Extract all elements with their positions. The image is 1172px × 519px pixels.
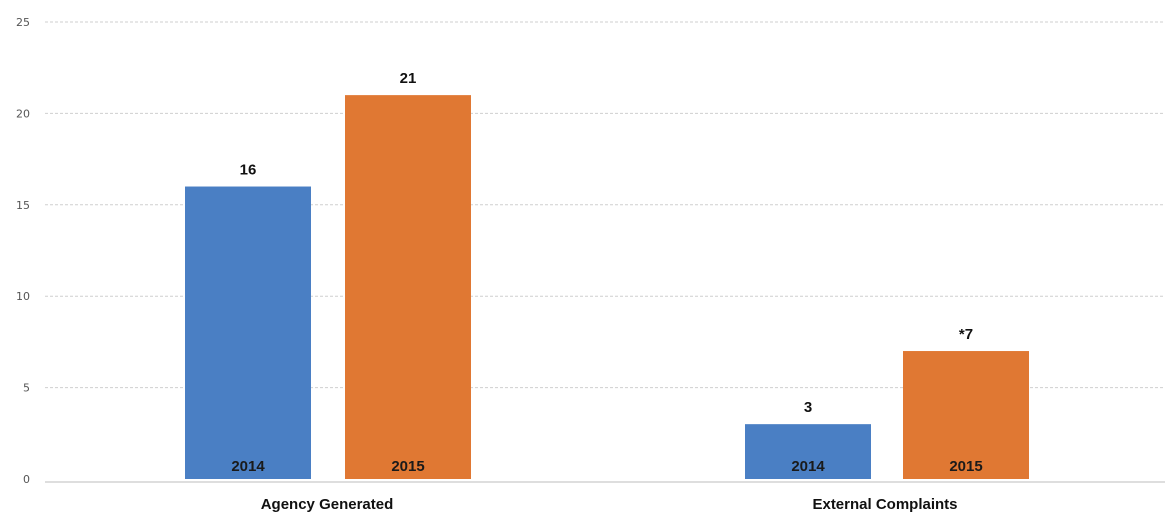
y-tick-label: 15	[16, 199, 30, 212]
y-tick-label: 25	[16, 16, 30, 29]
bar	[745, 424, 871, 479]
category-labels: Agency Generated External Complaints	[261, 496, 958, 513]
bar-year-label: 2015	[949, 458, 982, 475]
bar-year-label: 2015	[391, 458, 424, 475]
x-category-label: Agency Generated	[261, 496, 394, 513]
data-label: 16	[240, 162, 257, 179]
y-tick-label: 20	[16, 107, 30, 120]
bar	[345, 95, 471, 480]
data-label: 21	[400, 70, 417, 87]
x-category-label: External Complaints	[812, 496, 957, 513]
data-label: 3	[804, 399, 812, 416]
data-label: *7	[959, 326, 973, 343]
bar	[185, 186, 311, 479]
bar	[903, 351, 1029, 479]
data-labels: 16 2014 21 2015 3 2014 *7 2015	[231, 70, 982, 475]
bars	[185, 95, 1029, 480]
y-tick-label: 0	[23, 473, 30, 486]
bar-year-label: 2014	[231, 458, 265, 475]
bar-year-label: 2014	[791, 458, 825, 475]
y-tick-label: 10	[16, 290, 30, 303]
y-tick-label: 5	[23, 382, 30, 395]
y-axis-ticks: 0 5 10 15 20 25	[16, 16, 30, 486]
